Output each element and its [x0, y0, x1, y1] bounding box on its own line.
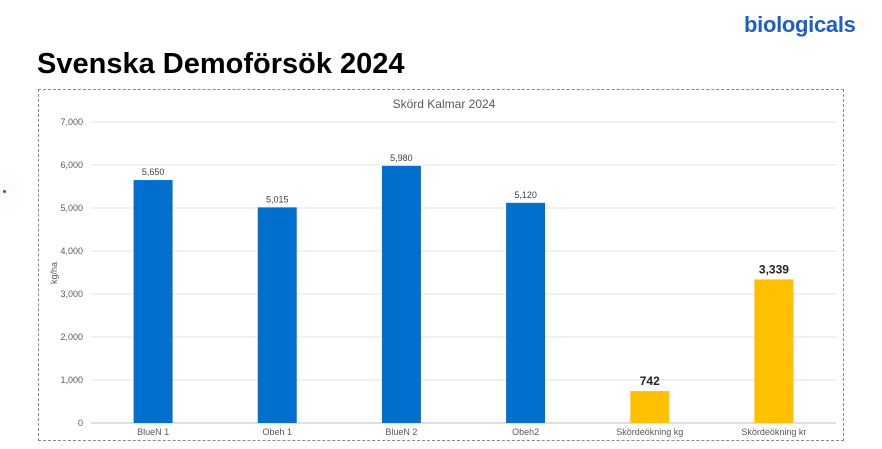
data-label: 5,650	[142, 167, 165, 177]
category-label: Obeh 1	[262, 427, 292, 437]
y-axis-title: kg/ha	[49, 262, 59, 284]
bar	[133, 180, 173, 423]
category-label: Skördeökning kr	[741, 427, 806, 437]
bars	[133, 165, 794, 424]
bar	[754, 279, 794, 423]
bar	[381, 165, 421, 424]
slide-title: Svenska Demoförsök 2024	[37, 48, 405, 80]
bar	[257, 207, 297, 423]
chart-title: Skörd Kalmar 2024	[393, 97, 496, 111]
biologicals-logo: biologicals	[744, 12, 856, 37]
data-label: 5,980	[390, 153, 413, 163]
category-label: Skördeökning kg	[616, 427, 683, 437]
bar-chart: Skörd Kalmar 2024 kg/ha 0 1,000 2,000 3,000…	[49, 97, 836, 437]
y-axis-ticks: 0 1,000 2,000 3,000 4,000 5,000 6,000 7,000	[60, 117, 83, 428]
bar	[506, 202, 546, 423]
category-label: BlueN 1	[137, 427, 169, 437]
data-label: 5,120	[514, 190, 537, 200]
y-tick-label: 1,000	[60, 375, 83, 385]
data-label: 3,339	[759, 262, 789, 276]
data-label: 742	[640, 374, 660, 388]
data-label: 5,015	[266, 194, 289, 204]
y-tick-label: 0	[78, 418, 83, 428]
y-tick-label: 2,000	[60, 332, 83, 342]
y-tick-label: 4,000	[60, 246, 83, 256]
y-tick-label: 5,000	[60, 203, 83, 213]
category-label: Obeh2	[512, 427, 539, 437]
gridlines	[91, 121, 836, 424]
data-labels: 5,650 5,015 5,980 5,120 742 3,339	[142, 153, 789, 388]
y-tick-label: 3,000	[60, 289, 83, 299]
laser-pointer-dot	[3, 190, 6, 193]
category-label: BlueN 2	[385, 427, 417, 437]
y-tick-label: 6,000	[60, 160, 83, 170]
category-labels: BlueN 1 Obeh 1 BlueN 2 Obeh2 Skördeökning kg…	[137, 427, 806, 437]
y-tick-label: 7,000	[60, 117, 83, 127]
chart-frame[interactable]: Skörd Kalmar 2024 kg/ha 0 1,000 2,000 3,000…	[38, 89, 844, 441]
bar	[630, 391, 670, 423]
